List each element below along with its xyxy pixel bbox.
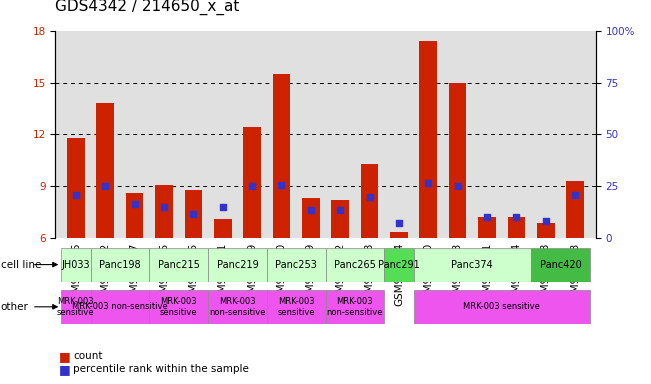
Point [482,214,492,220]
Text: Panc291: Panc291 [378,260,420,270]
Text: Panc215: Panc215 [158,260,200,270]
Text: Panc374: Panc374 [451,260,493,270]
Bar [537,222,555,238]
Bar [361,164,378,238]
Bar [126,193,143,238]
Text: Panc420: Panc420 [540,260,581,270]
Text: MRK-003
sensitive: MRK-003 sensitive [160,297,197,316]
Point [188,211,199,217]
Point [247,183,257,189]
Bar [302,198,320,238]
Text: GDS4342 / 214650_x_at: GDS4342 / 214650_x_at [55,0,240,15]
FancyBboxPatch shape [326,290,384,324]
FancyBboxPatch shape [61,248,90,281]
Text: ■: ■ [59,363,70,376]
Point [452,183,463,189]
Text: MRK-003 sensitive: MRK-003 sensitive [464,302,540,311]
Point [423,180,434,186]
FancyBboxPatch shape [149,290,208,324]
Point [130,200,140,207]
Point [511,214,521,220]
Point [159,204,169,210]
Bar [390,232,408,238]
Bar [508,217,525,238]
Point [217,204,228,210]
FancyBboxPatch shape [208,248,267,281]
FancyBboxPatch shape [413,248,531,281]
Bar [331,200,349,238]
Bar [243,127,261,238]
Bar [67,138,85,238]
FancyBboxPatch shape [208,290,267,324]
Bar [155,185,173,238]
Text: ■: ■ [59,350,70,363]
Point [335,207,346,214]
FancyBboxPatch shape [413,290,590,324]
FancyBboxPatch shape [326,248,384,281]
Bar [419,41,437,238]
Text: Panc265: Panc265 [334,260,376,270]
Text: other: other [1,302,29,312]
Text: MRK-003
non-sensitive: MRK-003 non-sensitive [209,297,266,316]
Point [570,192,580,198]
Text: Panc198: Panc198 [99,260,141,270]
FancyBboxPatch shape [267,248,326,281]
Text: count: count [73,351,102,361]
Text: Panc253: Panc253 [275,260,317,270]
Point [305,207,316,214]
Bar [184,190,202,238]
Bar [478,217,496,238]
Bar [566,181,584,238]
FancyBboxPatch shape [531,248,590,281]
Bar [96,103,114,238]
Bar [214,219,232,238]
Text: MRK-003
sensitive: MRK-003 sensitive [57,297,94,316]
Text: MRK-003
non-sensitive: MRK-003 non-sensitive [327,297,383,316]
Text: MRK-003
sensitive: MRK-003 sensitive [277,297,315,316]
Point [394,219,404,225]
Text: MRK-003 non-sensitive: MRK-003 non-sensitive [72,302,168,311]
FancyBboxPatch shape [90,248,149,281]
FancyBboxPatch shape [384,248,413,281]
FancyBboxPatch shape [267,290,326,324]
Point [540,218,551,224]
Bar [273,74,290,238]
Text: percentile rank within the sample: percentile rank within the sample [73,364,249,374]
Text: cell line: cell line [1,260,41,270]
FancyBboxPatch shape [149,248,208,281]
FancyBboxPatch shape [90,290,149,324]
Bar [449,83,467,238]
Point [365,194,375,200]
Text: JH033: JH033 [62,260,90,270]
FancyBboxPatch shape [61,290,90,324]
Point [71,192,81,198]
Text: Panc219: Panc219 [217,260,258,270]
Point [276,182,286,188]
Point [100,183,111,189]
